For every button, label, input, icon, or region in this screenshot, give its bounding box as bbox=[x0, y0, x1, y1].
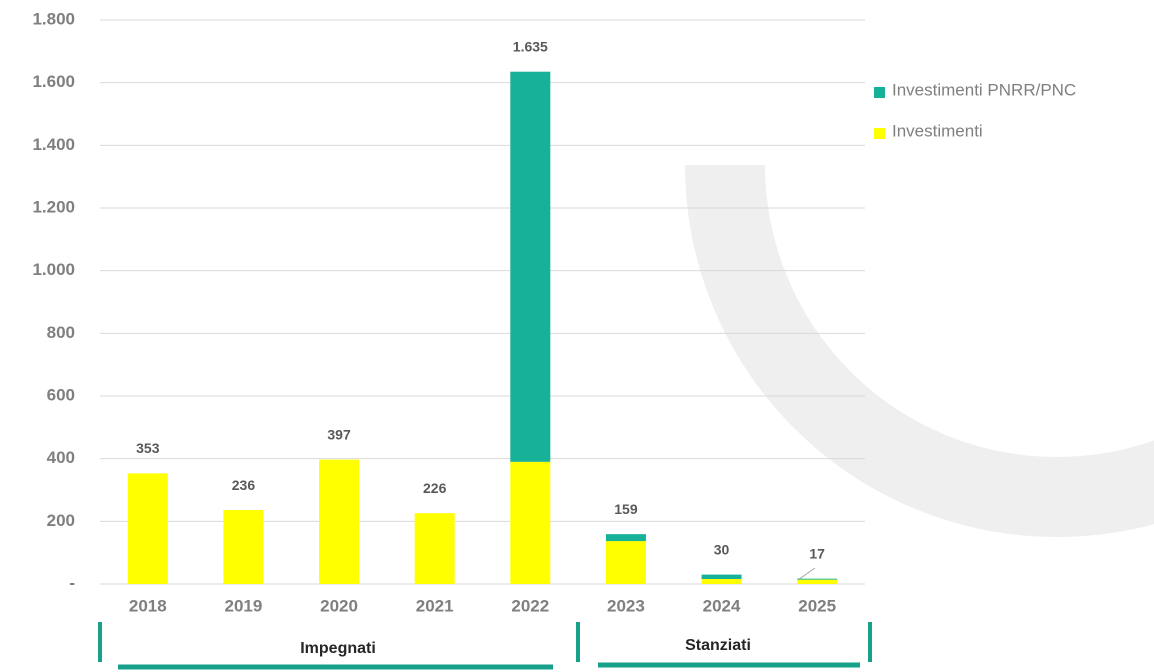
legend-label: Investimenti bbox=[892, 121, 983, 140]
bar-segment bbox=[701, 578, 742, 584]
legend-label: Investimenti PNRR/PNC bbox=[892, 80, 1076, 99]
legend-swatch bbox=[874, 128, 885, 139]
x-tick-label: 2022 bbox=[511, 596, 549, 615]
bar-segment bbox=[223, 510, 264, 584]
decor-arc bbox=[685, 164, 1154, 537]
bar-segment bbox=[797, 578, 838, 580]
bar-segment bbox=[414, 513, 455, 584]
data-label: 17 bbox=[809, 545, 825, 561]
bar-segment bbox=[319, 459, 360, 584]
y-tick-label: 1.600 bbox=[32, 72, 75, 91]
group-label: Stanziati bbox=[685, 637, 751, 654]
data-label: 159 bbox=[614, 501, 638, 517]
y-tick-label: 1.800 bbox=[32, 9, 75, 28]
leader-line bbox=[797, 567, 816, 581]
x-tick-label: 2018 bbox=[129, 596, 167, 615]
data-label: 236 bbox=[232, 477, 256, 493]
y-tick-label: 800 bbox=[47, 323, 75, 342]
bar-segment bbox=[701, 574, 742, 579]
bar-segment bbox=[510, 461, 551, 584]
bar-segment bbox=[605, 541, 646, 584]
x-tick-label: 2025 bbox=[798, 596, 836, 615]
y-tick-label: 1.200 bbox=[32, 197, 75, 216]
bar-segment bbox=[510, 71, 551, 462]
y-tick-label: 600 bbox=[47, 385, 75, 404]
bar-segment bbox=[797, 579, 838, 584]
group-label: Impegnati bbox=[300, 640, 376, 657]
x-tick-label: 2024 bbox=[703, 596, 741, 615]
data-label: 353 bbox=[136, 440, 160, 456]
group-brackets bbox=[98, 622, 872, 670]
x-tick-label: 2023 bbox=[607, 596, 645, 615]
data-label: 1.635 bbox=[513, 38, 548, 54]
data-label: 30 bbox=[714, 541, 730, 557]
y-tick-label: 400 bbox=[47, 448, 75, 467]
y-tick-label: 1.000 bbox=[32, 260, 75, 279]
x-tick-label: 2021 bbox=[416, 596, 454, 615]
x-tick-label: 2019 bbox=[225, 596, 263, 615]
data-label: 397 bbox=[327, 426, 351, 442]
data-label: 226 bbox=[423, 480, 447, 496]
x-tick-label: 2020 bbox=[320, 596, 358, 615]
y-tick-label: - bbox=[69, 573, 75, 592]
legend-swatch bbox=[874, 87, 885, 98]
y-tick-label: 200 bbox=[47, 511, 75, 530]
bar-segment bbox=[605, 534, 646, 542]
y-tick-label: 1.400 bbox=[32, 135, 75, 154]
bar-segment bbox=[127, 473, 168, 584]
